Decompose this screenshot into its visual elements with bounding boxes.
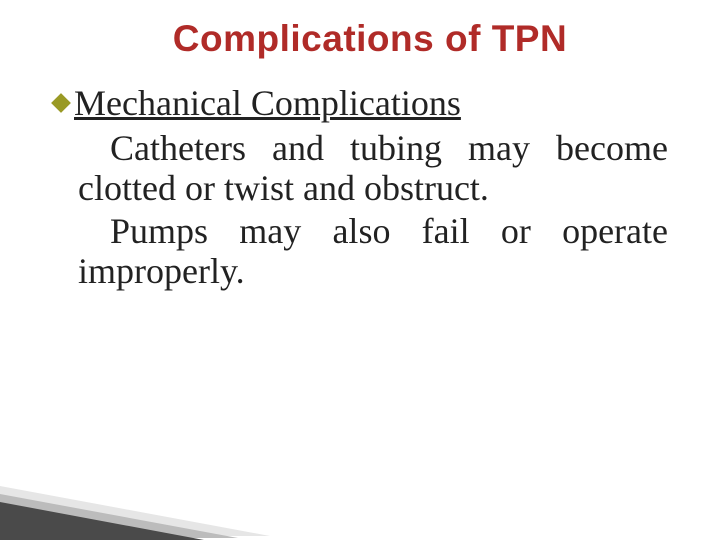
body-paragraph: Pumps may also fail or operate improperl… <box>78 211 668 292</box>
body-paragraph: Catheters and tubing may become clotted … <box>78 128 668 209</box>
decor-stripe-2 <box>0 494 238 538</box>
decor-stripe-3 <box>0 486 270 536</box>
slide: Complications of TPN Mechanical Complica… <box>0 0 720 540</box>
subheading: Mechanical Complications <box>74 82 461 124</box>
decor-stripe-1 <box>0 502 204 540</box>
body-text: Catheters and tubing may become clotted … <box>78 128 668 291</box>
bullet-row: Mechanical Complications <box>54 82 672 124</box>
diamond-bullet-icon <box>51 93 71 113</box>
corner-decoration <box>0 430 310 540</box>
slide-title: Complications of TPN <box>68 18 672 60</box>
